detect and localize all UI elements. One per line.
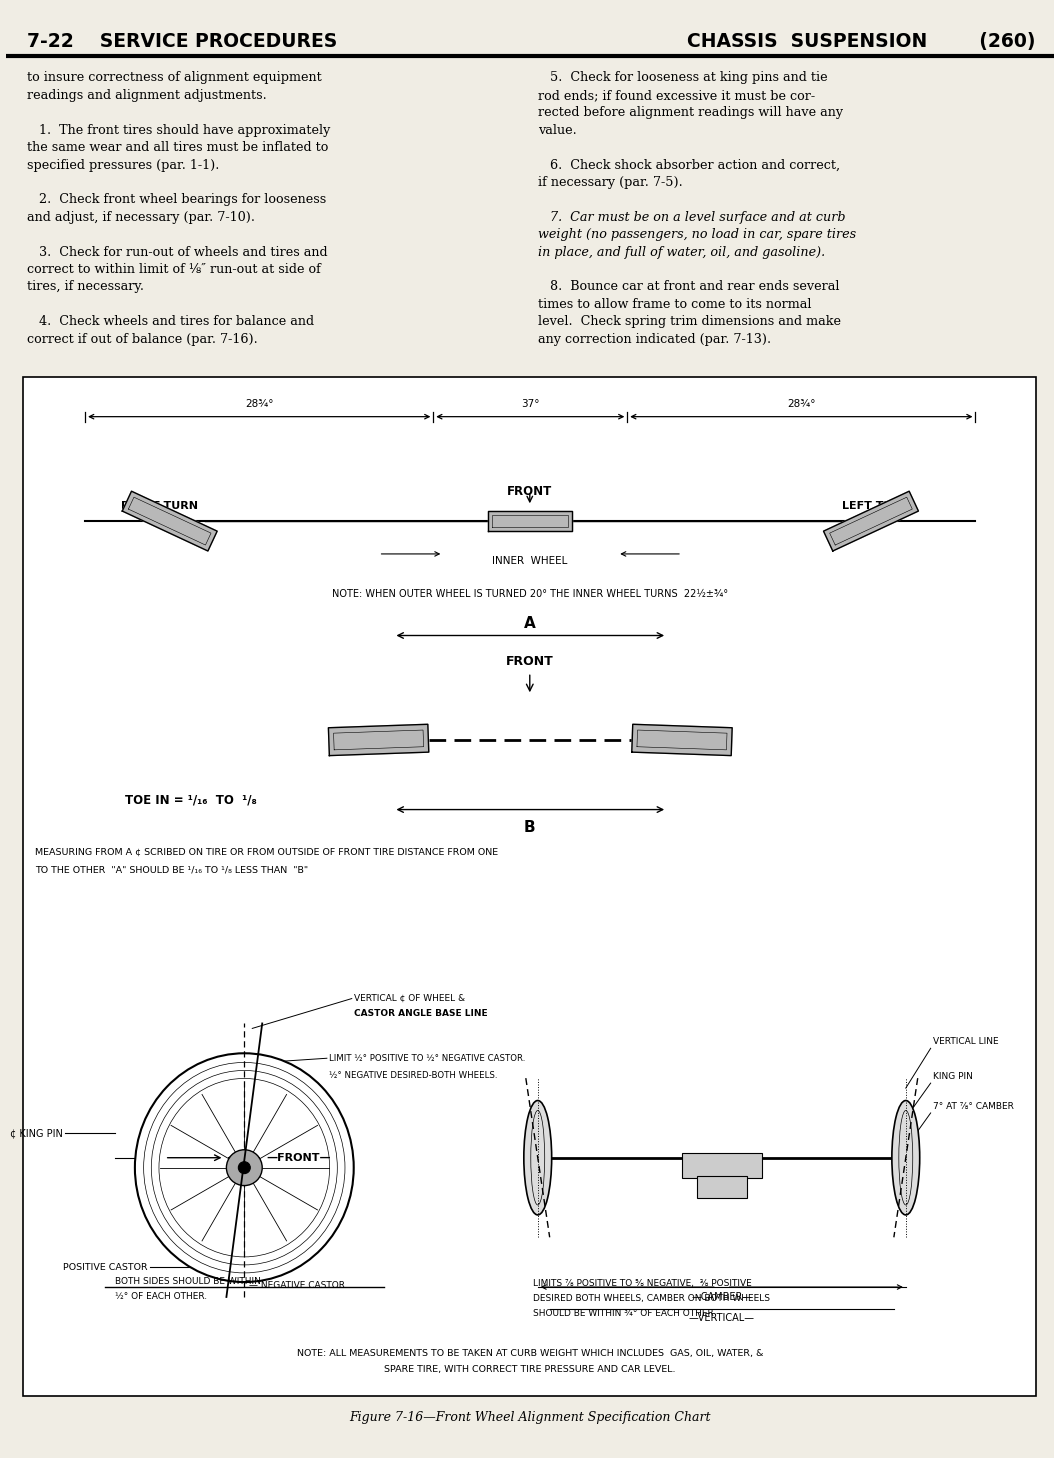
Text: ½° NEGATIVE DESIRED-BOTH WHEELS.: ½° NEGATIVE DESIRED-BOTH WHEELS. — [329, 1070, 497, 1080]
Text: 7° AT ⅞° CAMBER: 7° AT ⅞° CAMBER — [933, 1102, 1014, 1111]
Text: specified pressures (par. 1-1).: specified pressures (par. 1-1). — [27, 159, 220, 172]
Text: 1.  The front tires should have approximately: 1. The front tires should have approxima… — [27, 124, 331, 137]
Text: 37°: 37° — [521, 398, 540, 408]
Text: readings and alignment adjustments.: readings and alignment adjustments. — [27, 89, 268, 102]
Ellipse shape — [892, 1101, 920, 1215]
Text: VERTICAL ¢ OF WHEEL &: VERTICAL ¢ OF WHEEL & — [354, 994, 465, 1003]
Text: NOTE: ALL MEASUREMENTS TO BE TAKEN AT CURB WEIGHT WHICH INCLUDES  GAS, OIL, WATE: NOTE: ALL MEASUREMENTS TO BE TAKEN AT CU… — [296, 1349, 763, 1357]
Text: the same wear and all tires must be inflated to: the same wear and all tires must be infl… — [27, 141, 329, 155]
Text: level.  Check spring trim dimensions and make: level. Check spring trim dimensions and … — [538, 315, 841, 328]
Text: — NEGATIVE CASTOR: — NEGATIVE CASTOR — [250, 1280, 346, 1289]
Text: in place, and full of water, oil, and gasoline).: in place, and full of water, oil, and ga… — [538, 245, 825, 258]
Bar — [682, 1153, 762, 1178]
Ellipse shape — [524, 1101, 551, 1215]
Text: TO THE OTHER  "A" SHOULD BE ¹/₁₆ TO ¹/₈ LESS THAN  "B": TO THE OTHER "A" SHOULD BE ¹/₁₆ TO ¹/₈ L… — [36, 865, 309, 875]
Text: 7-22    SERVICE PROCEDURES: 7-22 SERVICE PROCEDURES — [27, 32, 337, 51]
Text: LIMITS ⅞ POSITIVE TO ⅝ NEGATIVE,  ⅜ POSITIVE: LIMITS ⅞ POSITIVE TO ⅝ NEGATIVE, ⅜ POSIT… — [532, 1279, 752, 1287]
Text: —FRONT—: —FRONT— — [267, 1153, 331, 1162]
Bar — [697, 1175, 746, 1197]
Text: 6.  Check shock absorber action and correct,: 6. Check shock absorber action and corre… — [538, 159, 840, 172]
Polygon shape — [823, 491, 918, 551]
Text: MEASURING FROM A ¢ SCRIBED ON TIRE OR FROM OUTSIDE OF FRONT TIRE DISTANCE FROM O: MEASURING FROM A ¢ SCRIBED ON TIRE OR FR… — [36, 847, 499, 856]
Text: CHASSIS  SUSPENSION        (260): CHASSIS SUSPENSION (260) — [686, 32, 1035, 51]
Text: POSITIVE CASTOR: POSITIVE CASTOR — [63, 1263, 148, 1271]
Text: NOTE: WHEN OUTER WHEEL IS TURNED 20° THE INNER WHEEL TURNS  22½±¾°: NOTE: WHEN OUTER WHEEL IS TURNED 20° THE… — [332, 589, 728, 599]
Text: 5.  Check for looseness at king pins and tie: 5. Check for looseness at king pins and … — [538, 71, 827, 85]
Circle shape — [238, 1162, 250, 1174]
Circle shape — [227, 1150, 262, 1185]
Text: rected before alignment readings will have any: rected before alignment readings will ha… — [538, 106, 843, 120]
Text: —VERTICAL—: —VERTICAL— — [688, 1312, 755, 1322]
Text: LIMIT ½° POSITIVE TO ½° NEGATIVE CASTOR.: LIMIT ½° POSITIVE TO ½° NEGATIVE CASTOR. — [329, 1054, 525, 1063]
Text: Figure 7-16—Front Wheel Alignment Specification Chart: Figure 7-16—Front Wheel Alignment Specif… — [349, 1411, 710, 1424]
Text: B: B — [524, 819, 535, 834]
Text: TOE IN = ¹/₁₆  TO  ¹/₈: TOE IN = ¹/₁₆ TO ¹/₈ — [125, 793, 257, 806]
Text: INNER  WHEEL: INNER WHEEL — [492, 555, 567, 566]
Text: 8.  Bounce car at front and rear ends several: 8. Bounce car at front and rear ends sev… — [538, 280, 839, 293]
Text: 28¾°: 28¾° — [787, 398, 816, 408]
Text: and adjust, if necessary (par. 7-10).: and adjust, if necessary (par. 7-10). — [27, 211, 255, 223]
Text: RIGHT TURN: RIGHT TURN — [121, 502, 198, 512]
Text: value.: value. — [538, 124, 577, 137]
Text: CASTOR ANGLE BASE LINE: CASTOR ANGLE BASE LINE — [354, 1009, 487, 1018]
Text: KING PIN: KING PIN — [933, 1072, 973, 1082]
Text: LEFT TURN: LEFT TURN — [842, 502, 910, 512]
Polygon shape — [122, 491, 217, 551]
Text: —CAMBER—: —CAMBER— — [691, 1292, 753, 1302]
Text: rod ends; if found excessive it must be cor-: rod ends; if found excessive it must be … — [538, 89, 815, 102]
Text: SHOULD BE WITHIN ¾° OF EACH OTHER: SHOULD BE WITHIN ¾° OF EACH OTHER — [532, 1309, 714, 1318]
Text: correct if out of balance (par. 7-16).: correct if out of balance (par. 7-16). — [27, 332, 258, 346]
Text: correct to within limit of ⅛″ run-out at side of: correct to within limit of ⅛″ run-out at… — [27, 262, 321, 276]
Text: FRONT: FRONT — [507, 484, 552, 497]
Text: times to allow frame to come to its normal: times to allow frame to come to its norm… — [538, 297, 812, 311]
Text: 7.  Car must be on a level surface and at curb: 7. Car must be on a level surface and at… — [538, 211, 845, 223]
Text: ¢ KING PIN: ¢ KING PIN — [11, 1128, 63, 1137]
Polygon shape — [329, 725, 429, 755]
Text: SPARE TIRE, WITH CORRECT TIRE PRESSURE AND CAR LEVEL.: SPARE TIRE, WITH CORRECT TIRE PRESSURE A… — [384, 1365, 676, 1373]
Text: 28¾°: 28¾° — [245, 398, 273, 408]
Text: A: A — [524, 615, 535, 630]
Text: ½° OF EACH OTHER.: ½° OF EACH OTHER. — [115, 1292, 208, 1301]
Text: to insure correctness of alignment equipment: to insure correctness of alignment equip… — [27, 71, 323, 85]
Text: if necessary (par. 7-5).: if necessary (par. 7-5). — [538, 176, 683, 190]
Text: weight (no passengers, no load in car, spare tires: weight (no passengers, no load in car, s… — [538, 227, 856, 241]
Text: tires, if necessary.: tires, if necessary. — [27, 280, 144, 293]
Text: 3.  Check for run-out of wheels and tires and: 3. Check for run-out of wheels and tires… — [27, 245, 328, 258]
Text: FRONT: FRONT — [506, 655, 553, 668]
Text: VERTICAL LINE: VERTICAL LINE — [933, 1037, 998, 1047]
Polygon shape — [631, 725, 733, 755]
Ellipse shape — [135, 1053, 354, 1282]
Text: 4.  Check wheels and tires for balance and: 4. Check wheels and tires for balance an… — [27, 315, 314, 328]
Text: 2.  Check front wheel bearings for looseness: 2. Check front wheel bearings for loosen… — [27, 194, 327, 207]
Text: BOTH SIDES SHOULD BE WITHIN: BOTH SIDES SHOULD BE WITHIN — [115, 1277, 261, 1286]
Polygon shape — [488, 512, 572, 531]
Bar — [23, 376, 1036, 1397]
Text: DESIRED BOTH WHEELS, CAMBER ON BOTH WHEELS: DESIRED BOTH WHEELS, CAMBER ON BOTH WHEE… — [532, 1295, 769, 1303]
Text: any correction indicated (par. 7-13).: any correction indicated (par. 7-13). — [538, 332, 770, 346]
